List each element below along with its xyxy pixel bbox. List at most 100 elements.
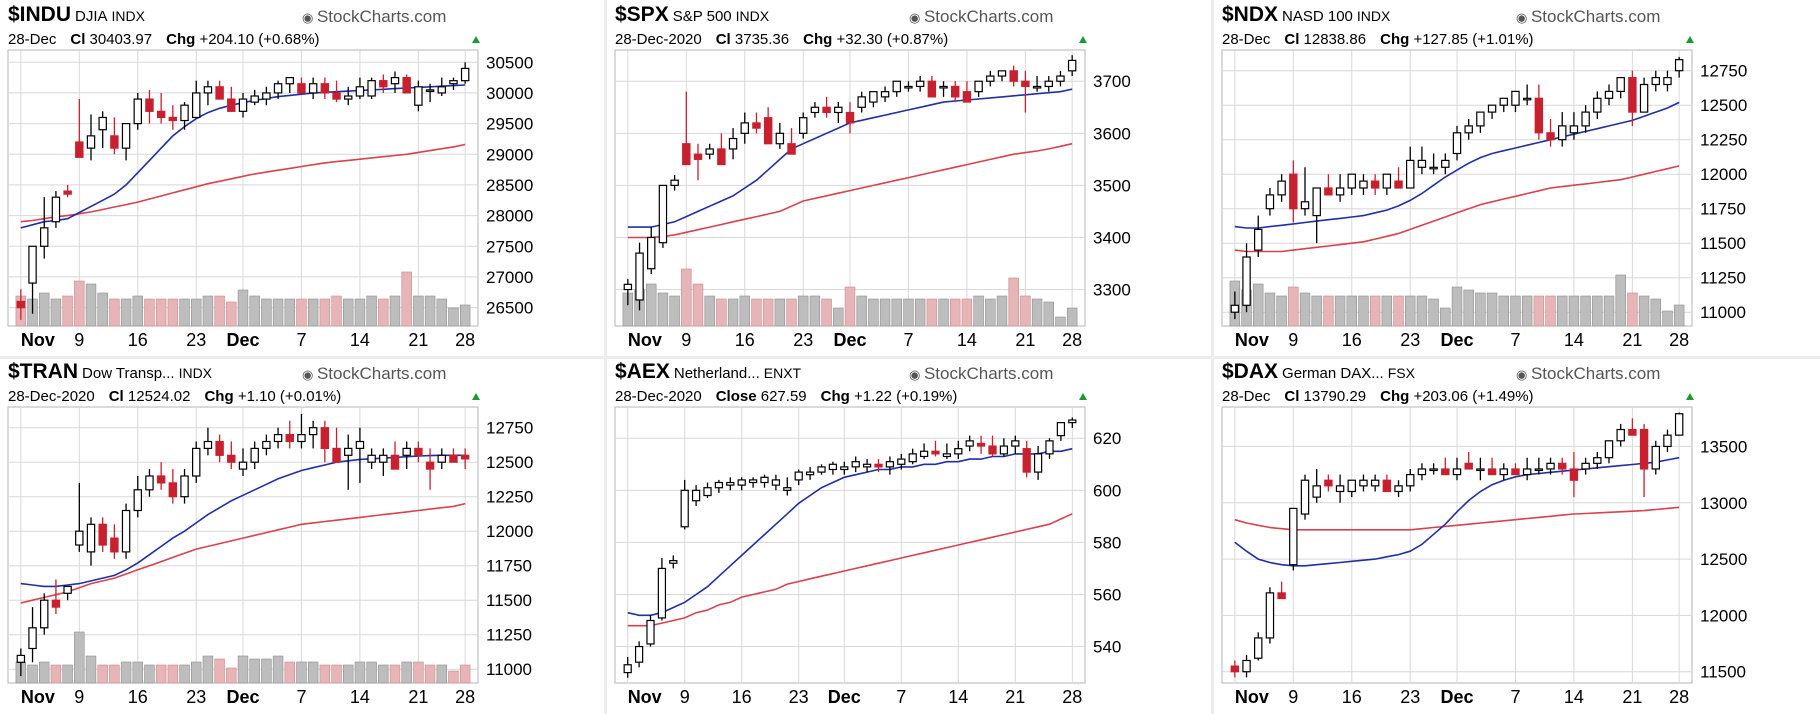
candlestick [1277,174,1286,202]
x-tick-label: 23 [186,330,206,350]
y-tick-label: 29000 [486,145,533,164]
candlestick [752,112,761,134]
candle-body [1277,592,1286,600]
candlestick [110,117,119,155]
watermark: ◉ StockCharts.com [909,7,1053,27]
y-tick-label: 29500 [486,115,533,134]
candlestick [869,91,878,108]
candle-body [63,585,72,594]
candle-body [390,76,400,85]
volume-bar [366,661,377,684]
candle-body [1476,111,1485,127]
ticker-symbol: $SPX [615,3,669,26]
chart-panel-aex[interactable]: $AEX Netherland... ENXT ◉ StockCharts.com 28… [607,357,1213,714]
y-tick-label: 12750 [486,419,533,438]
volume-bar [413,661,424,684]
candle-body [203,86,213,94]
change-label: Chg [803,31,833,48]
chart-panel-ndx[interactable]: $NDX NASD 100 INDX ◉ StockCharts.com 28-Dec C… [1214,0,1820,357]
y-tick-label: 12500 [1700,550,1747,569]
candlestick [1487,457,1497,476]
candle-body [1511,90,1520,106]
price-chart[interactable]: 12750 12500 12250 12000 11750 11500 11250 11000… [1214,0,1820,357]
candlestick [1324,474,1333,492]
candle-body [775,132,785,145]
candlestick [262,434,271,456]
volume-bar [646,283,657,327]
price-chart[interactable]: 3700 3600 3500 3400 3300 Nov 9 16 23 Dec 7 14 21 28 [607,0,1213,357]
volume-bar [903,298,914,327]
volume-bar [774,298,786,327]
ticker-symbol: $NDX [1222,3,1279,26]
candle-body [285,433,294,443]
candlestick [623,279,633,306]
quote-date: 28-Dec-2020 [615,388,702,405]
x-tick-label: 9 [681,330,691,350]
candlestick [775,122,785,149]
candlestick [1663,429,1672,453]
quote-line: 28-Dec Cl 12838.86 Chg +127.85 (+1.01%) [1222,31,1534,48]
candlestick [669,555,678,569]
chart-panel-dax[interactable]: $DAX German DAX... FSX ◉ StockCharts.com 28-… [1214,357,1820,714]
candle-body [180,475,189,498]
candle-body [1558,462,1567,470]
price-chart[interactable]: 620 600 580 560 540 Nov 9 16 23 Dec 7 14 21 28 [607,357,1213,714]
volume-bar [1346,295,1357,327]
x-tick-label: 7 [903,330,913,350]
candlestick [1242,243,1251,313]
candle-body [1546,132,1555,141]
candlestick [728,128,738,160]
candlestick [634,641,644,668]
volume-bar [167,664,179,684]
candlestick [1674,412,1684,436]
chart-panel-spx[interactable]: $SPX S&P 500 INDX ◉ StockCharts.com 28-Dec-2… [607,0,1213,357]
candle-body [927,80,937,98]
chart-title: $DAX German DAX... FSX [1222,360,1415,384]
candle-body [737,479,746,486]
chart-panel-indu[interactable]: $INDU DJIA INDX ◉ StockCharts.com 28-Dec Cl 3… [0,0,606,357]
candlestick [988,435,997,457]
candlestick [51,579,61,614]
candle-body [390,454,400,470]
chart-panel-tran[interactable]: $TRAN Dow Transp... INDX ◉ StockCharts.com 2… [0,357,606,714]
candle-body [28,627,37,650]
quote-date: 28-Dec-2020 [615,31,702,48]
candle-body [1558,125,1567,141]
candle-body [308,83,318,94]
volume-bar [739,295,750,327]
candlestick [1324,174,1333,196]
watermark-text: StockCharts.com [1530,7,1661,26]
candle-body [449,454,458,463]
candlestick [16,648,26,677]
quote-line: 28-Dec-2020 Cl 12524.02 Chg +1.10 (+0.01%) [8,388,341,405]
candle-body [810,106,820,114]
candlestick [915,76,925,92]
volume-bar [1369,295,1381,327]
candle-body [215,86,224,100]
volume-bar [1650,298,1661,327]
candle-body [332,92,341,100]
volume-bar [319,664,331,684]
volume-bar [331,664,342,684]
candlestick [1335,174,1345,202]
candle-body [238,98,248,112]
candlestick [110,524,119,559]
price-chart[interactable]: 12750 12500 12250 12000 11750 11500 11250 11000… [0,357,606,714]
candlestick [1534,84,1544,140]
volume-bar [1451,286,1463,327]
candle-body [892,80,901,93]
candle-body [1663,76,1672,86]
volume-bar [1463,289,1474,327]
volume-bar [155,298,167,327]
candle-body [285,76,294,85]
candle-body [1569,125,1579,134]
price-chart[interactable]: 30500 30000 29500 29000 28500 28000 27500 27000… [0,0,606,357]
price-chart[interactable]: 13500 13000 12500 12000 11500 Nov 9 16 23 Dec 7 14 2… [1214,357,1820,714]
candlestick [390,71,400,93]
candlestick [332,80,341,103]
price-label: Cl [715,31,731,48]
candlestick [965,435,974,452]
volume-bar [74,631,85,684]
candlestick [332,427,341,463]
candle-body [670,179,679,186]
